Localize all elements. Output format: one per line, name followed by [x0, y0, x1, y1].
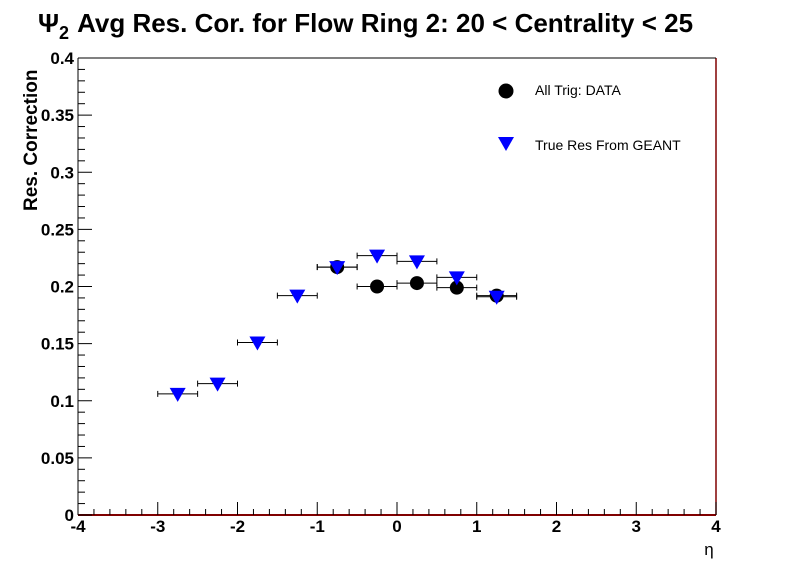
data-point-1-3: [289, 289, 306, 304]
x-tick-label-2: -2: [230, 517, 245, 536]
legend-marker-data: [498, 83, 514, 99]
x-tick-label-5: 1: [472, 517, 481, 536]
y-tick-label-0: 0: [65, 506, 74, 525]
series-layer: [157, 249, 518, 402]
y-tick-label-3: 0.15: [41, 335, 74, 354]
data-point-1-8: [488, 290, 505, 305]
x-tick-label-7: 3: [632, 517, 641, 536]
title-subscript: 2: [59, 23, 69, 43]
x-tick-label-4: 0: [392, 517, 401, 536]
data-point-1-4: [329, 261, 346, 276]
y-tick-label-4: 0.2: [50, 278, 74, 297]
series-geant: [157, 249, 518, 402]
y-tick-label-1: 0.05: [41, 449, 74, 468]
legend-label-data: All Trig: DATA: [535, 82, 621, 98]
y-tick-label-5: 0.25: [41, 220, 74, 239]
title-symbol: Ψ: [38, 8, 59, 38]
x-tick-label-8: 4: [711, 517, 721, 536]
y-tick-label-8: 0.4: [50, 49, 74, 68]
data-point-1-2: [249, 336, 266, 351]
y-tick-label-6: 0.3: [50, 163, 74, 182]
chart-title: Ψ2 Avg Res. Cor. for Flow Ring 2: 20 < Ce…: [38, 8, 693, 43]
x-tick-label-3: -1: [310, 517, 325, 536]
x-axis-ticks: -4 -3 -2 -1 0 1 2 3 4: [70, 502, 721, 536]
x-tick-label-6: 2: [552, 517, 561, 536]
data-point-1-0: [169, 387, 186, 402]
data-point-1-1: [209, 377, 226, 392]
data-point-1-7: [448, 271, 465, 286]
data-point-0-2: [409, 276, 424, 291]
title-text: Avg Res. Cor. for Flow Ring 2: 20 < Cent…: [77, 8, 693, 38]
legend: All Trig: DATA True Res From GEANT: [498, 82, 681, 153]
y-tick-label-2: 0.1: [50, 392, 74, 411]
y-axis-minor-ticks: [78, 68, 85, 505]
y-axis-label: Res. Correction: [21, 70, 42, 211]
x-axis-minor-ticks: [93, 509, 701, 515]
y-tick-label-7: 0.35: [41, 106, 74, 125]
data-point-1-5: [369, 249, 386, 264]
x-axis-label: η: [704, 540, 713, 559]
data-point-0-3: [449, 280, 464, 295]
y-axis-ticks: 0 0.05 0.1 0.15 0.2 0.25 0.3 0.35 0.4: [41, 49, 92, 525]
x-tick-label-0: -4: [70, 517, 86, 536]
x-tick-label-1: -3: [150, 517, 165, 536]
data-point-1-6: [408, 255, 425, 270]
legend-label-geant: True Res From GEANT: [535, 137, 681, 153]
legend-marker-geant: [498, 137, 514, 151]
data-point-0-1: [370, 279, 385, 294]
